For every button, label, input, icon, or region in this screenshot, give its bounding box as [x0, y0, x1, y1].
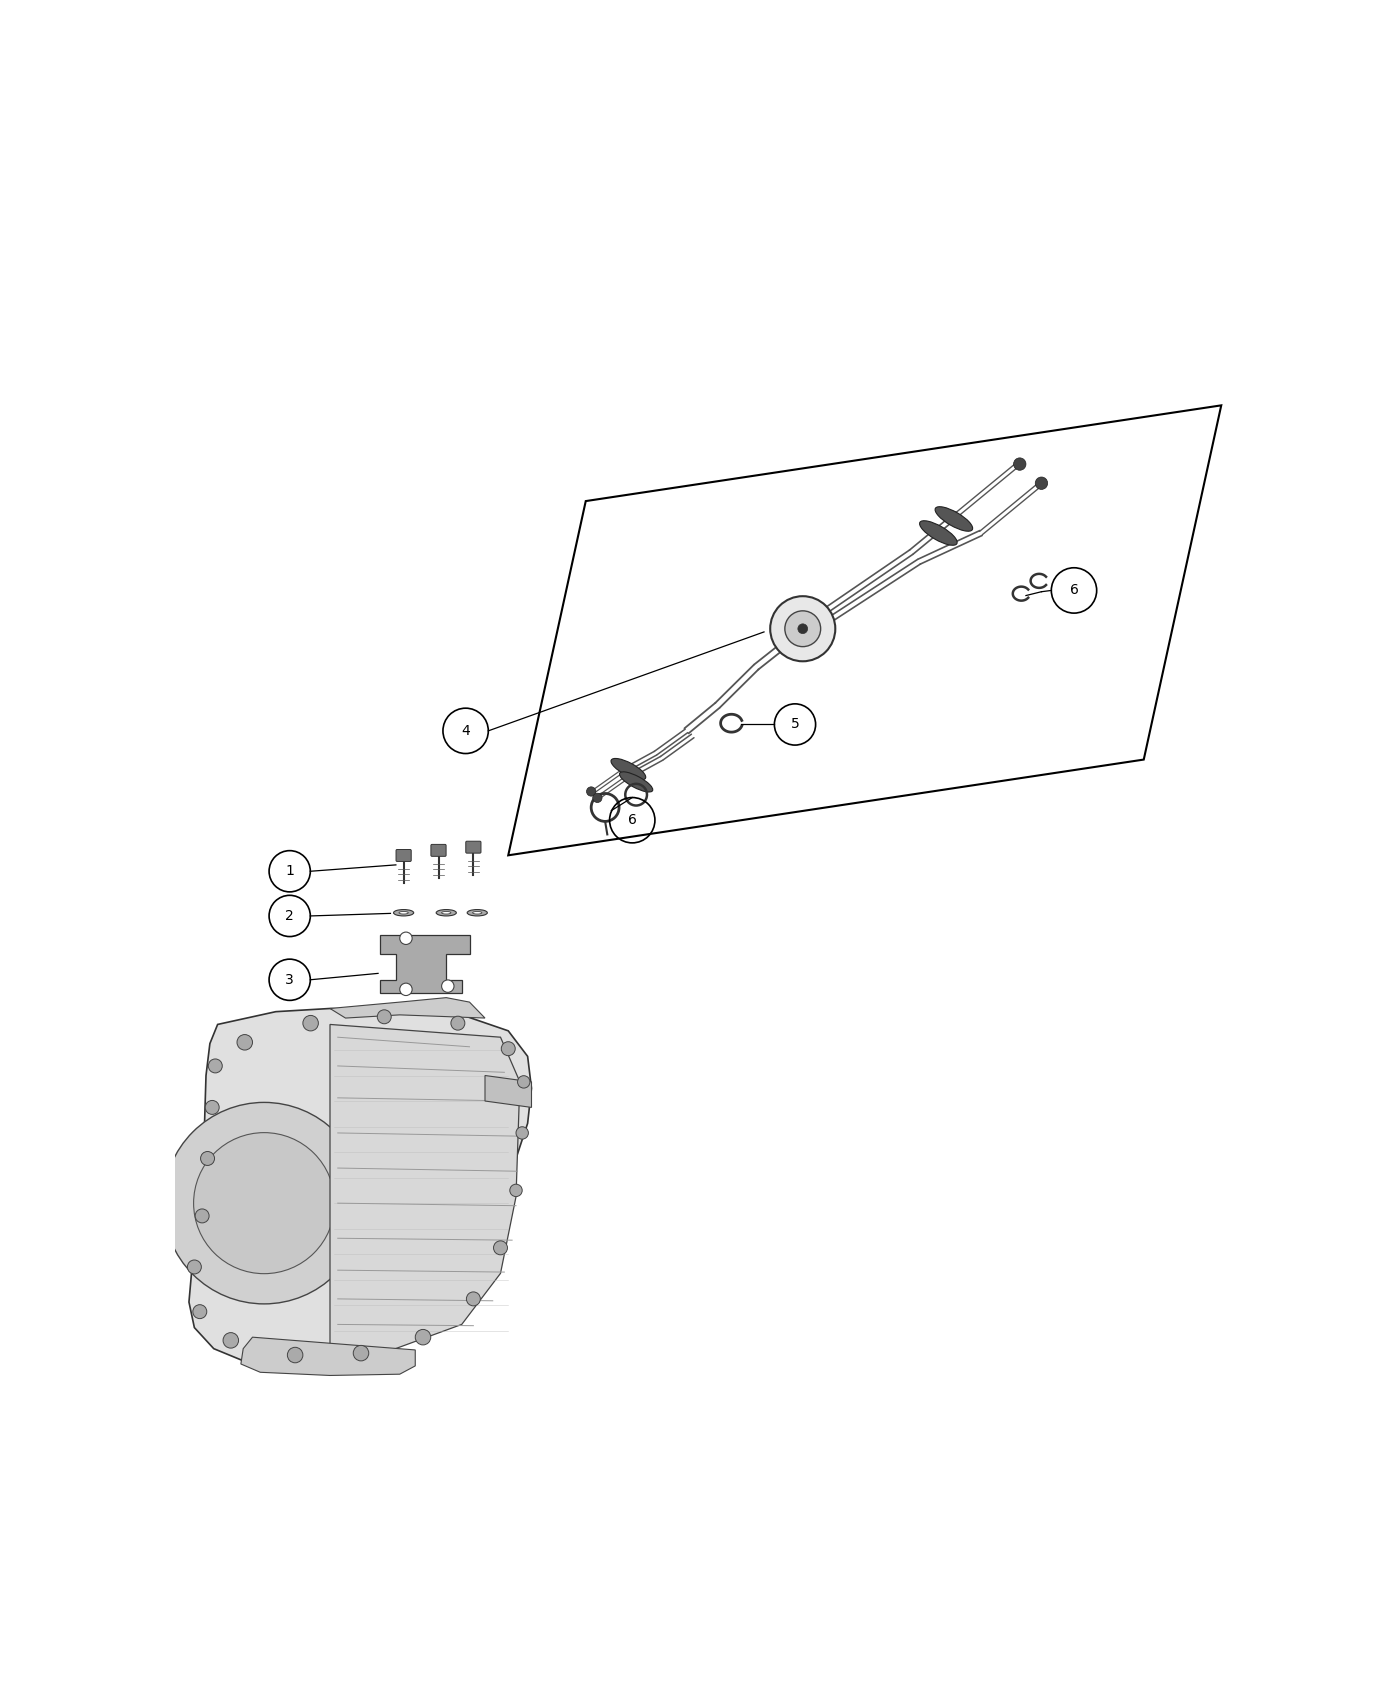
- Text: 6: 6: [627, 813, 637, 828]
- Circle shape: [200, 1151, 214, 1166]
- Circle shape: [785, 610, 820, 646]
- Circle shape: [501, 1042, 515, 1056]
- Ellipse shape: [441, 911, 451, 915]
- Circle shape: [518, 1076, 531, 1088]
- Circle shape: [416, 1329, 431, 1345]
- Circle shape: [400, 932, 412, 945]
- Circle shape: [587, 787, 596, 796]
- Circle shape: [287, 1348, 302, 1363]
- FancyBboxPatch shape: [466, 842, 482, 853]
- Polygon shape: [330, 998, 484, 1018]
- Circle shape: [517, 1127, 528, 1139]
- Circle shape: [237, 1035, 252, 1051]
- Polygon shape: [484, 1076, 532, 1107]
- Circle shape: [798, 624, 808, 634]
- Circle shape: [451, 1017, 465, 1030]
- Ellipse shape: [610, 758, 645, 780]
- Circle shape: [193, 1304, 207, 1319]
- Circle shape: [400, 983, 412, 996]
- Circle shape: [209, 1059, 223, 1073]
- Circle shape: [377, 1010, 391, 1023]
- Ellipse shape: [935, 507, 973, 530]
- Text: 1: 1: [286, 864, 294, 879]
- Circle shape: [188, 1260, 202, 1273]
- Text: 4: 4: [461, 724, 470, 738]
- Circle shape: [441, 979, 454, 993]
- Circle shape: [770, 597, 836, 661]
- Ellipse shape: [619, 772, 652, 792]
- Circle shape: [223, 1333, 238, 1348]
- Circle shape: [302, 1015, 318, 1030]
- Text: 3: 3: [286, 972, 294, 986]
- Ellipse shape: [437, 910, 456, 916]
- FancyBboxPatch shape: [431, 845, 447, 857]
- Circle shape: [164, 1102, 365, 1304]
- Circle shape: [466, 1292, 480, 1306]
- Text: 2: 2: [286, 910, 294, 923]
- FancyBboxPatch shape: [396, 850, 412, 862]
- Circle shape: [510, 1185, 522, 1197]
- Circle shape: [1014, 457, 1026, 471]
- Ellipse shape: [393, 910, 414, 916]
- Ellipse shape: [473, 911, 482, 915]
- Polygon shape: [330, 1025, 519, 1357]
- Circle shape: [494, 1241, 507, 1255]
- Circle shape: [353, 1345, 368, 1362]
- Polygon shape: [241, 1338, 416, 1375]
- Circle shape: [193, 1132, 335, 1273]
- Circle shape: [206, 1100, 220, 1115]
- Ellipse shape: [399, 911, 409, 915]
- Polygon shape: [381, 935, 469, 993]
- Text: 5: 5: [791, 717, 799, 731]
- Polygon shape: [189, 1008, 532, 1363]
- Circle shape: [592, 794, 602, 802]
- Text: 6: 6: [1070, 583, 1078, 597]
- Ellipse shape: [920, 520, 958, 546]
- Circle shape: [1035, 478, 1047, 490]
- Ellipse shape: [468, 910, 487, 916]
- Circle shape: [195, 1209, 209, 1222]
